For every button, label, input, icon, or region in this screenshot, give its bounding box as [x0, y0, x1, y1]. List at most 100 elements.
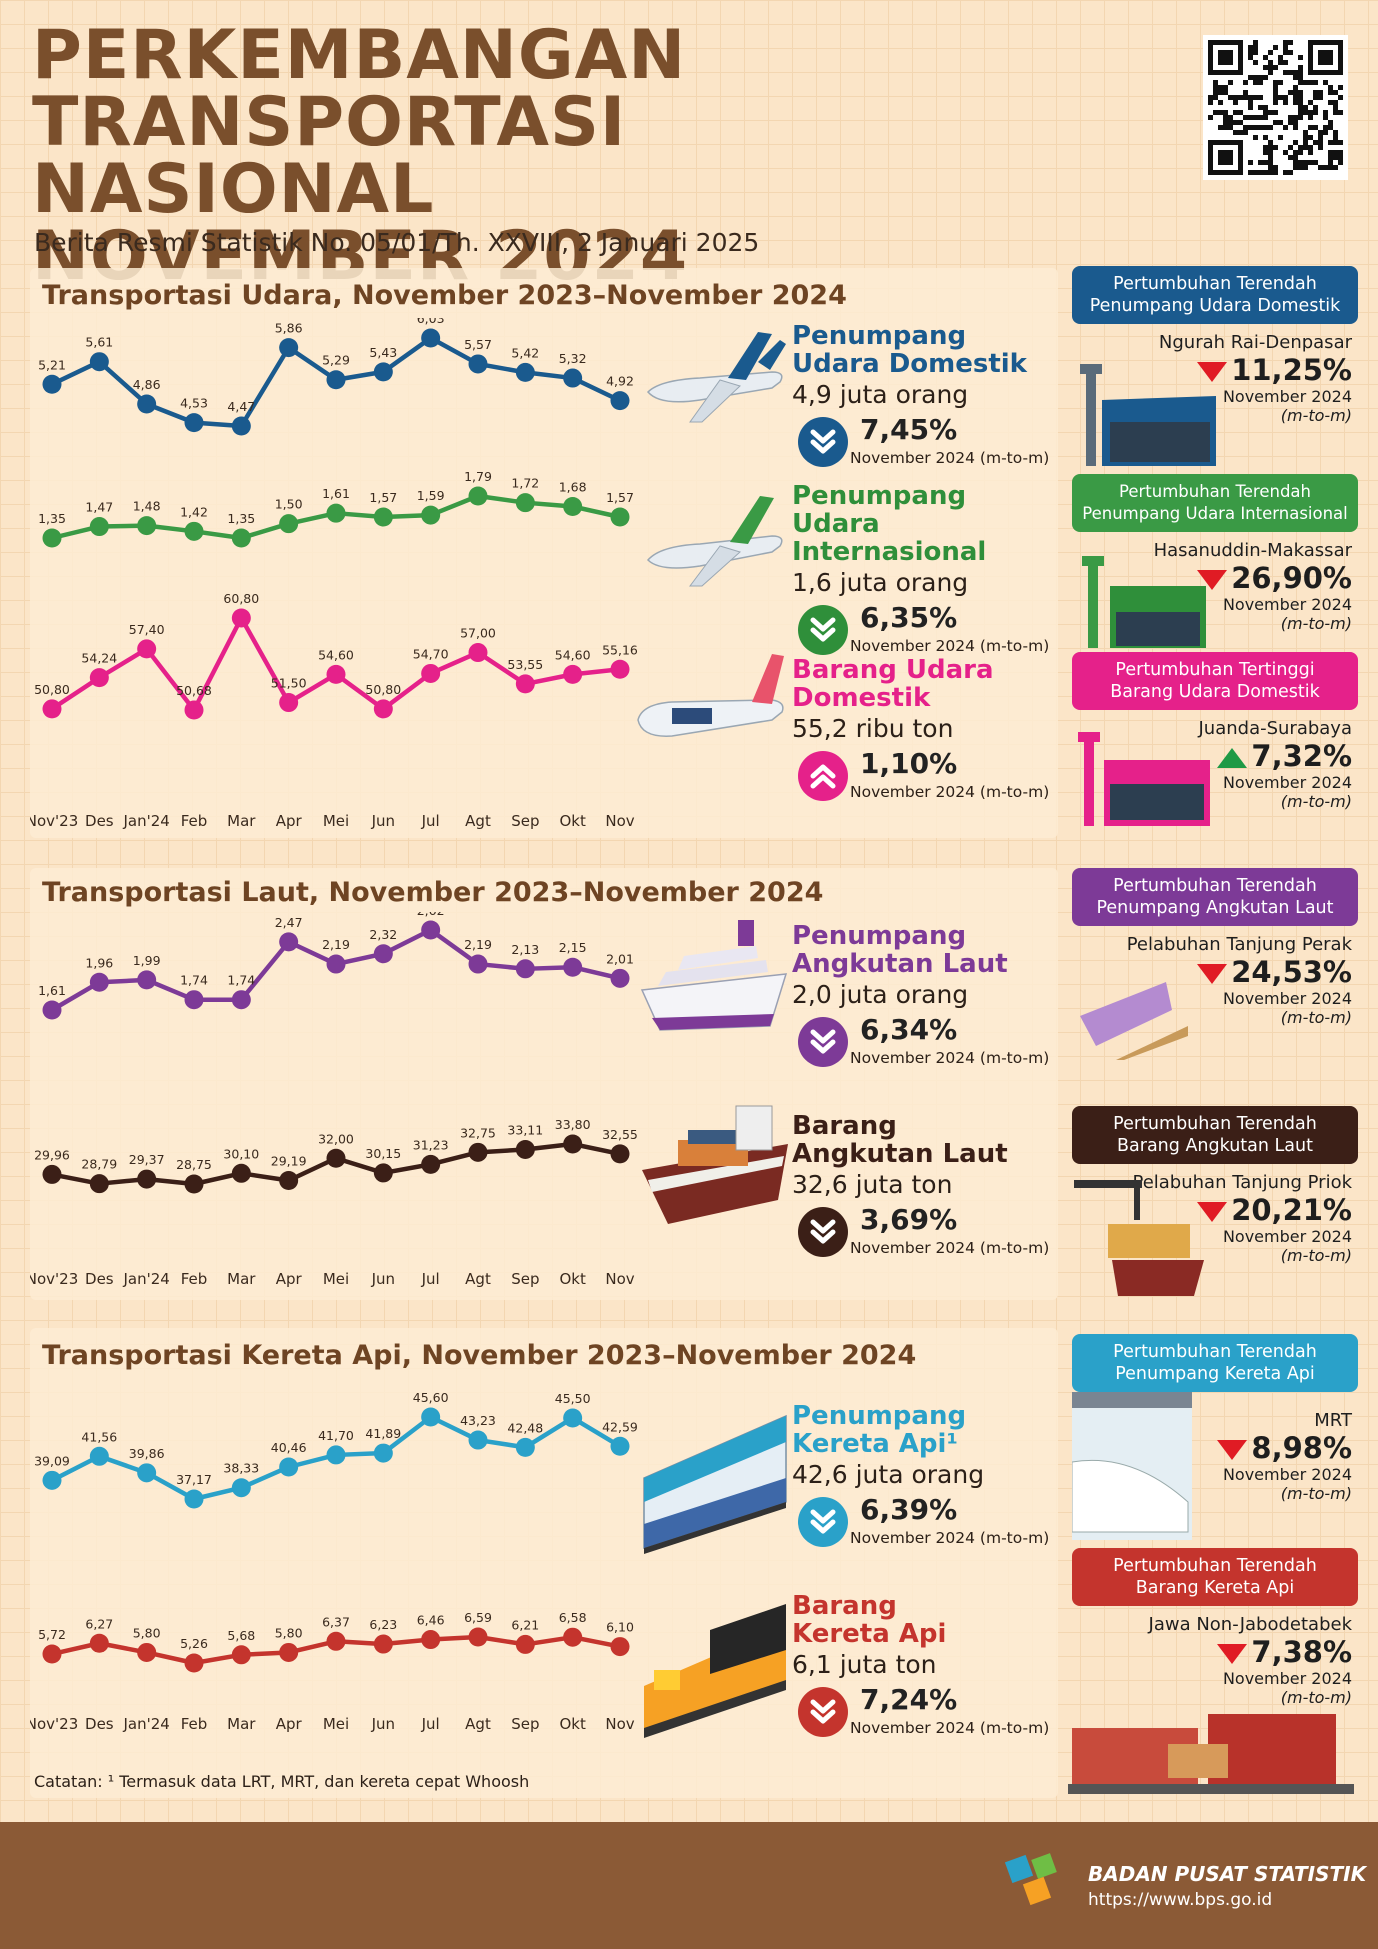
x-tick-label: Apr: [276, 812, 303, 830]
data-label: 1,96: [85, 955, 113, 970]
indicator-barang-angkutan-laut: Barang Angkutan Laut 32,6 juta ton 3,69%…: [792, 1112, 1062, 1261]
data-point: [231, 1163, 251, 1183]
freight-train-icon: [1068, 1714, 1354, 1794]
indicator-period: November 2024 (m-to-m): [850, 783, 1050, 801]
side-card-location: Ngurah Rai-Denpasar: [1158, 332, 1352, 353]
side-card-change: 24,53%: [1231, 955, 1352, 989]
data-point: [563, 368, 583, 388]
side-card-banner: Pertumbuhan Terendah Barang Kereta Api: [1072, 1548, 1358, 1606]
org-url[interactable]: https://www.bps.go.id: [1088, 1890, 1273, 1910]
data-point: [515, 362, 535, 382]
data-point: [42, 528, 62, 548]
data-point: [137, 1169, 157, 1189]
data-point: [184, 413, 204, 433]
data-point: [373, 362, 393, 382]
x-tick-label: Okt: [559, 1715, 585, 1733]
data-point: [137, 1463, 157, 1483]
data-point: [89, 668, 109, 688]
side-card-banner: Pertumbuhan Terendah Penumpang Kereta Ap…: [1072, 1334, 1358, 1392]
data-point: [515, 959, 535, 979]
data-point: [421, 1630, 441, 1650]
airplane-icon: [646, 496, 783, 587]
data-label: 2,01: [606, 951, 634, 966]
indicator-period: November 2024 (m-to-m): [850, 1239, 1050, 1257]
x-tick-label: Sep: [511, 1715, 539, 1733]
data-label: 6,23: [369, 1617, 397, 1632]
data-label: 32,00: [318, 1131, 354, 1146]
side-card-udara-domestik: Pertumbuhan Terendah Penumpang Udara Dom…: [1072, 266, 1358, 425]
data-point: [89, 1446, 109, 1466]
triangle-down-icon: [1197, 570, 1228, 590]
data-label: 29,19: [271, 1154, 307, 1169]
side-card-period: November 2024: [1222, 1669, 1352, 1688]
side-card-period: November 2024: [1222, 1465, 1352, 1484]
airport-icon: [1080, 364, 1216, 466]
indicator-change: 6,34%: [860, 1013, 958, 1046]
side-card-note: (m-to-m): [1280, 1008, 1352, 1027]
data-label: 1,79: [464, 469, 492, 484]
data-point: [42, 374, 62, 394]
data-point: [515, 1139, 535, 1159]
data-point: [373, 1634, 393, 1654]
data-label: 1,57: [606, 490, 634, 505]
data-label: 4,47: [227, 399, 255, 414]
data-point: [279, 1171, 299, 1191]
data-label: 1,59: [417, 488, 445, 503]
data-label: 5,80: [275, 1625, 303, 1640]
qr-code: [1203, 35, 1348, 180]
data-point: [42, 1164, 62, 1184]
data-point: [373, 507, 393, 527]
data-point: [373, 699, 393, 719]
data-point: [326, 954, 346, 974]
data-point: [231, 1478, 251, 1498]
data-label: 6,27: [85, 1616, 113, 1631]
data-label: 40,46: [271, 1440, 307, 1455]
data-label: 42,48: [507, 1420, 543, 1435]
data-point: [563, 957, 583, 977]
data-label: 5,68: [227, 1628, 255, 1643]
data-label: 5,61: [85, 335, 113, 350]
triangle-down-icon: [1197, 964, 1228, 984]
chevron-down-icon: [798, 417, 848, 467]
chevron-down-icon: [798, 1687, 848, 1737]
data-label: 5,21: [38, 357, 66, 372]
x-tick-label: Okt: [559, 812, 585, 830]
data-label: 6,59: [464, 1610, 492, 1625]
data-label: 6,37: [322, 1614, 350, 1629]
side-card-period: November 2024: [1222, 773, 1352, 792]
data-point: [184, 521, 204, 541]
side-card-location: MRT: [1314, 1410, 1352, 1431]
x-tick-label: Apr: [276, 1270, 303, 1288]
x-tick-label: Feb: [181, 1715, 208, 1733]
panel-laut: [30, 868, 1058, 1300]
data-label: 42,59: [602, 1419, 638, 1434]
data-label: 1,42: [180, 504, 208, 519]
freight-train-icon: [644, 1604, 786, 1738]
data-point: [468, 486, 488, 506]
data-point: [515, 1437, 535, 1457]
indicator-change: 1,10%: [860, 747, 958, 780]
indicator-period: November 2024 (m-to-m): [850, 637, 1050, 655]
data-label: 1,61: [38, 983, 66, 998]
data-label: 60,80: [223, 591, 259, 606]
data-label: 1,57: [369, 490, 397, 505]
x-tick-label: Feb: [181, 1270, 208, 1288]
ship-icon: [1080, 982, 1188, 1060]
data-label: 33,11: [507, 1122, 543, 1137]
x-tick-label: Agt: [465, 1715, 491, 1733]
triangle-down-icon: [1217, 1440, 1248, 1460]
side-card-banner: Pertumbuhan Terendah Barang Angkutan Lau…: [1072, 1106, 1358, 1164]
data-point: [515, 493, 535, 513]
side-card-change: 7,38%: [1251, 1635, 1352, 1669]
x-tick-label: Jun: [371, 1715, 395, 1733]
data-point: [563, 664, 583, 684]
data-point: [421, 663, 441, 683]
data-label: 29,96: [34, 1147, 70, 1162]
data-point: [137, 639, 157, 659]
indicator-change: 6,35%: [860, 601, 958, 634]
data-point: [184, 990, 204, 1010]
data-label: 45,60: [413, 1390, 449, 1405]
section-title-kereta: Transportasi Kereta Api, November 2023–N…: [42, 1340, 917, 1371]
data-label: 4,92: [606, 374, 634, 389]
data-label: 1,74: [180, 973, 208, 988]
